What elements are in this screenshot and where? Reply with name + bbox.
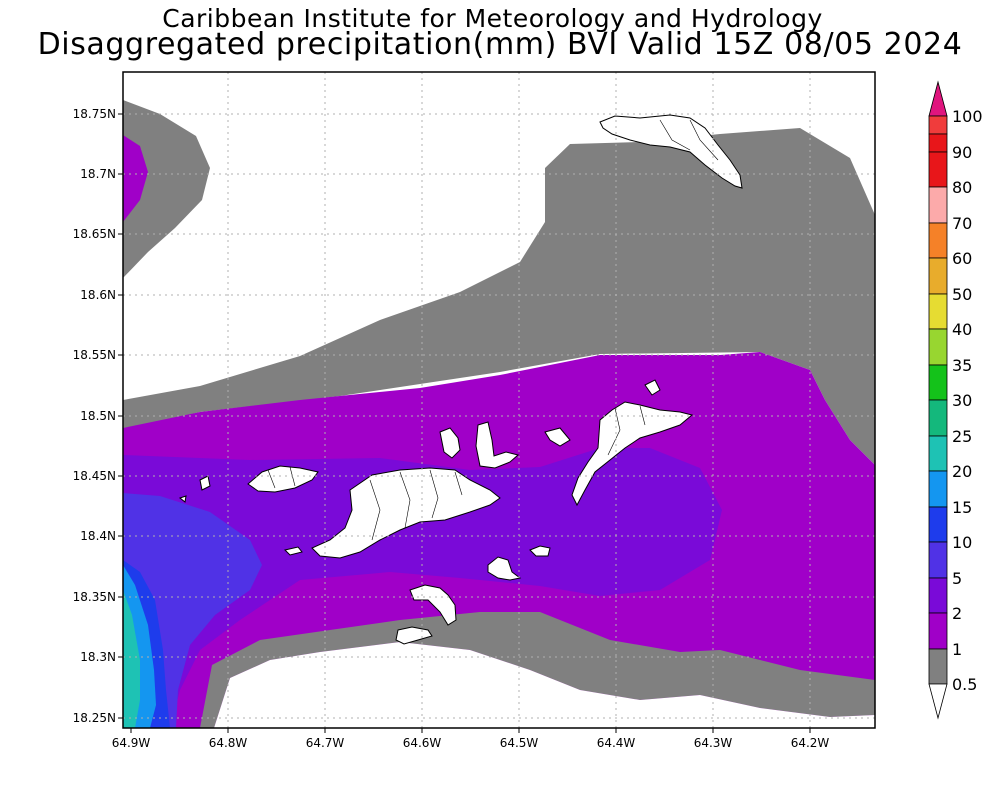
- island-west-end-cay: [284, 546, 303, 556]
- lon-label: 64.7W: [306, 736, 345, 750]
- island-virgin-gorda: [571, 401, 694, 507]
- map-title: Disaggregated precipitation(mm) BVI Vali…: [37, 27, 963, 62]
- lon-label: 64.2W: [791, 736, 830, 750]
- lat-label: 18.3N: [80, 650, 116, 664]
- legend-arrow-top: [928, 80, 948, 117]
- map-frame: [122, 71, 876, 729]
- precip-field: [123, 72, 875, 728]
- lat-label: 18.45N: [73, 469, 116, 483]
- lon-label: 64.8W: [209, 736, 248, 750]
- lat-label: 18.25N: [73, 711, 116, 725]
- lat-label: 18.7N: [80, 167, 116, 181]
- legend-label: 50: [952, 285, 972, 304]
- precip-band-20-25mm: [123, 590, 140, 728]
- lat-label: 18.65N: [73, 227, 116, 241]
- legend-label: 20: [952, 462, 972, 481]
- island-small-cay: [178, 495, 187, 503]
- legend-arrow-bottom: [928, 683, 948, 720]
- legend-label: 40: [952, 320, 972, 339]
- legend-label: 15: [952, 498, 972, 517]
- legend-label: 90: [952, 143, 972, 162]
- lon-label: 64.9W: [112, 736, 151, 750]
- precip-band-0.5-1mm: [123, 128, 875, 465]
- legend-label: 60: [952, 249, 972, 268]
- precip-band-0.5-1mm-south: [200, 612, 875, 728]
- island-beef: [475, 421, 520, 469]
- legend-label: 35: [952, 356, 972, 375]
- precip-band-1-2mm-northwest: [123, 135, 148, 222]
- precip-band-2-5mm: [123, 448, 722, 728]
- island-norman: [395, 626, 433, 645]
- organization-title: Caribbean Institute for Meteorology and …: [162, 4, 823, 33]
- legend-label: 30: [952, 391, 972, 410]
- legend-label: 80: [952, 178, 972, 197]
- lon-label: 64.4W: [597, 736, 636, 750]
- lat-label: 18.75N: [73, 107, 116, 121]
- island-ginger: [487, 556, 522, 581]
- legend-label: 70: [952, 214, 972, 233]
- legend-label: 5: [952, 569, 962, 588]
- lon-label: 64.5W: [500, 736, 539, 750]
- lat-label: 18.4N: [80, 529, 116, 543]
- legend-label: 1: [952, 640, 962, 659]
- island-salt: [529, 545, 551, 557]
- color-legend: [928, 80, 948, 720]
- legend-label: 10: [952, 533, 972, 552]
- island-sandy-cay: [199, 475, 211, 491]
- legend-label: 2: [952, 604, 962, 623]
- legend-label: 0.5: [952, 675, 977, 694]
- island-guana: [439, 427, 461, 459]
- lat-label: 18.5N: [80, 409, 116, 423]
- island-prickly-pear: [544, 427, 571, 447]
- legend-label: 25: [952, 427, 972, 446]
- lon-label: 64.3W: [694, 736, 733, 750]
- island-mosquito: [644, 379, 661, 396]
- lat-label: 18.35N: [73, 590, 116, 604]
- legend-label: 100: [952, 107, 983, 126]
- island-anegada: [599, 114, 743, 189]
- graticule: [123, 72, 875, 728]
- precip-band-0.5-1mm-northwest: [123, 100, 210, 278]
- lat-label: 18.6N: [80, 288, 116, 302]
- lat-label: 18.55N: [73, 348, 116, 362]
- lon-label: 64.6W: [403, 736, 442, 750]
